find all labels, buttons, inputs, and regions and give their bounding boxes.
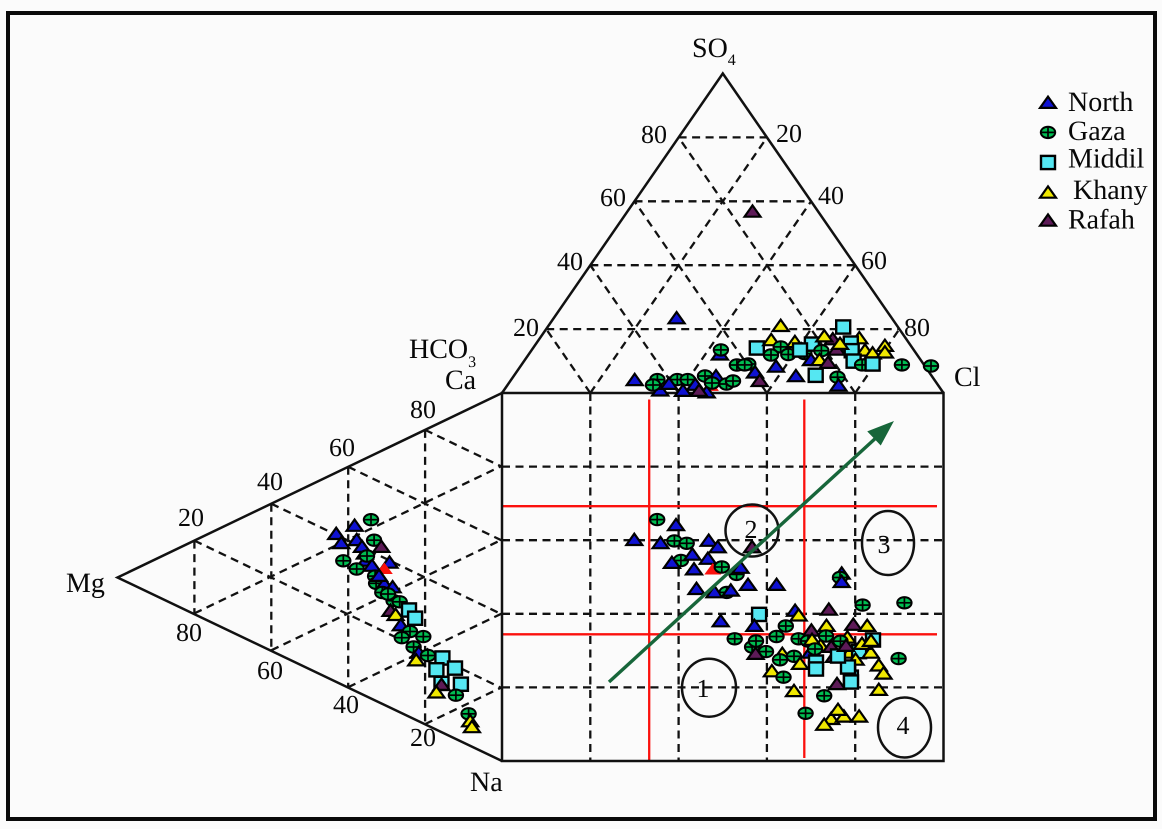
svg-text:4: 4 [897, 711, 910, 740]
svg-text:Khany: Khany [1073, 175, 1148, 206]
svg-text:80: 80 [410, 395, 436, 424]
svg-text:20: 20 [178, 503, 204, 532]
svg-text:80: 80 [641, 120, 667, 149]
svg-text:40: 40 [818, 181, 844, 210]
svg-text:80: 80 [176, 618, 202, 647]
svg-text:40: 40 [333, 690, 359, 719]
svg-text:2: 2 [745, 515, 758, 544]
svg-text:Na: Na [470, 767, 503, 798]
svg-text:40: 40 [257, 467, 283, 496]
svg-text:60: 60 [600, 183, 626, 212]
svg-text:Mg: Mg [66, 568, 105, 599]
svg-text:Middil: Middil [1068, 144, 1144, 175]
svg-text:20: 20 [513, 313, 539, 342]
svg-text:60: 60 [257, 656, 283, 685]
svg-text:1: 1 [697, 674, 710, 703]
svg-text:20: 20 [776, 119, 802, 148]
svg-text:HCO3: HCO3 [409, 334, 476, 371]
svg-text:Ca: Ca [445, 365, 477, 396]
svg-text:60: 60 [861, 246, 887, 275]
svg-text:60: 60 [329, 433, 355, 462]
svg-text:20: 20 [410, 723, 436, 752]
svg-text:40: 40 [557, 247, 583, 276]
svg-text:Rafah: Rafah [1068, 205, 1135, 236]
svg-text:Gaza: Gaza [1068, 116, 1126, 147]
svg-text:80: 80 [904, 313, 930, 342]
svg-text:Cl: Cl [954, 362, 981, 393]
svg-text:North: North [1068, 87, 1133, 118]
svg-text:3: 3 [878, 530, 891, 559]
